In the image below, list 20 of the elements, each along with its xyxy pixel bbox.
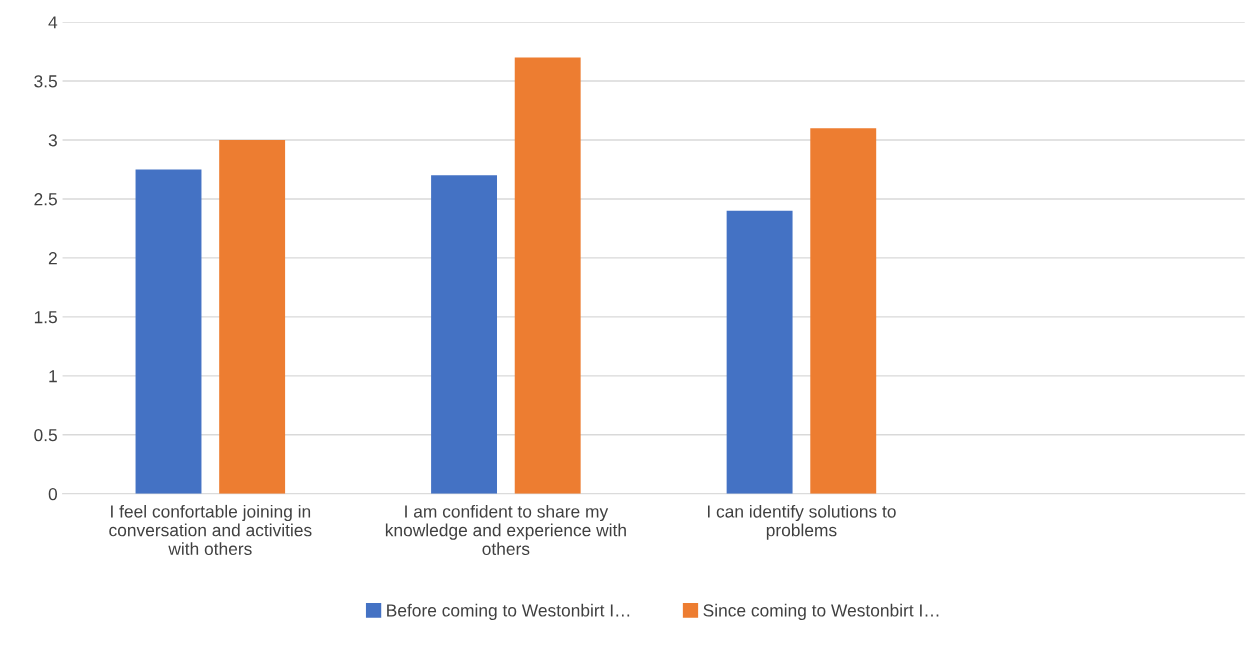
bar bbox=[431, 175, 498, 494]
y-tick-label: 4 bbox=[48, 16, 58, 29]
y-tick-label: 3.5 bbox=[34, 75, 57, 88]
x-tick-label: I feel confortable joining in conversation and activities with others bbox=[109, 504, 312, 556]
legend-label: Since coming to Westonbirt I… bbox=[703, 603, 939, 621]
y-tick-label: 0 bbox=[48, 487, 58, 501]
y-tick-label: 3 bbox=[48, 134, 57, 147]
bar bbox=[219, 139, 286, 494]
y-tick-label: 2.5 bbox=[34, 193, 57, 206]
bar bbox=[810, 128, 877, 494]
y-tick-label: 1 bbox=[49, 370, 57, 383]
bar bbox=[135, 169, 202, 494]
bar bbox=[514, 57, 581, 494]
y-tick-label: 0.5 bbox=[34, 428, 57, 442]
x-tick-label: I can identify solutions to problems bbox=[707, 504, 896, 540]
bar bbox=[726, 210, 793, 494]
y-tick-label: 1.5 bbox=[34, 311, 57, 324]
legend-label: Before coming to Westonbirt I… bbox=[387, 603, 630, 621]
y-tick-label: 2 bbox=[48, 252, 57, 265]
x-tick-label: I am confident to share my knowledge and experience with others bbox=[385, 504, 626, 556]
